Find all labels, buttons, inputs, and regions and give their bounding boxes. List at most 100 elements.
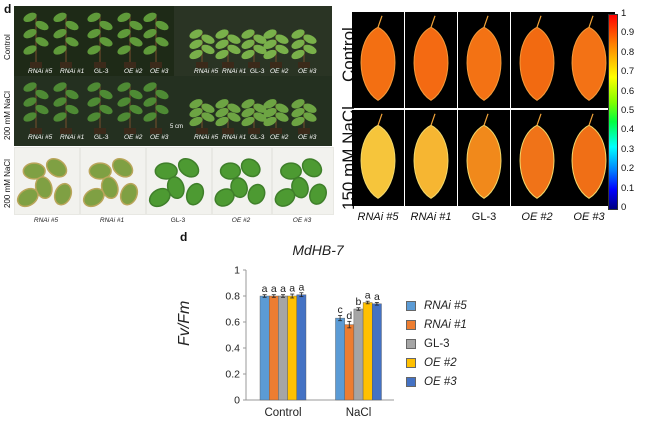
plant-label: OE #2: [124, 134, 143, 141]
closeup-label: OE #2: [231, 217, 251, 224]
bar: [296, 294, 307, 401]
colorbar-tick-label: 1: [621, 8, 627, 19]
closeup-label: RNAi #1: [99, 217, 125, 224]
leaf-column-label: RNAi #5: [357, 211, 399, 223]
error-bar: [271, 294, 276, 298]
significance-letter: d: [346, 310, 352, 322]
bar: [268, 295, 279, 401]
plant-label: OE #2: [270, 134, 289, 141]
colorbar-tick-label: 0.7: [621, 66, 635, 78]
plant-label: GL-3: [94, 68, 109, 75]
leaf-column-label: RNAi #1: [410, 211, 452, 223]
legend-label: OE #3: [424, 375, 457, 388]
colorbar-tick-label: 0.9: [621, 27, 635, 39]
bar: [344, 324, 355, 401]
plant-label: RNAi #5: [28, 134, 53, 141]
y-tick-label: 0: [234, 395, 240, 407]
colorbar-tick-label: 0: [621, 202, 627, 213]
plant-label: OE #3: [150, 68, 169, 75]
bar: [287, 295, 297, 401]
closeup-tile: [14, 147, 80, 215]
closeup-tile: [272, 147, 334, 215]
plant-label: OE #3: [298, 68, 317, 75]
error-bar: [356, 307, 361, 311]
legend-label: OE #2: [424, 356, 457, 369]
colorbar-tick-label: 0.5: [621, 105, 635, 116]
leaf-column-label: OE #3: [573, 211, 605, 223]
significance-letter: a: [289, 283, 295, 295]
plant-label: GL-3: [250, 134, 265, 141]
legend-label: RNAi #1: [424, 318, 467, 331]
leaf-cell: [405, 110, 457, 206]
photo-row-label-nacl: 200 mM NaCl: [3, 91, 12, 140]
y-tick-label: 0.6: [225, 317, 240, 329]
legend-item: RNAi #1: [406, 315, 467, 334]
scale-bar-label: 5 cm: [170, 124, 184, 130]
legend-label: GL-3: [424, 337, 450, 350]
colorbar-tick-label: 0.6: [621, 85, 635, 97]
plant-label: GL-3: [250, 68, 265, 75]
photo-row-label-nacl-closeup: 200 mM NaCl: [3, 159, 12, 208]
colorbar: [608, 14, 618, 210]
x-category-label: NaCl: [346, 407, 372, 419]
leaf-column-label: OE #2: [521, 211, 553, 223]
chart-title: MdHB-7: [292, 242, 344, 258]
leaf-cell: [352, 110, 404, 206]
legend-swatch: [406, 357, 416, 368]
leaf-image: [413, 113, 449, 199]
legend-swatch: [406, 300, 416, 311]
significance-letter: a: [271, 283, 277, 295]
error-bar: [365, 300, 370, 305]
closeup-label: RNAi #5: [33, 217, 59, 224]
bar: [278, 295, 288, 401]
closeup-plant-image: [16, 157, 73, 208]
leaf-image: [571, 113, 607, 199]
photo-row-label-control: Control: [3, 34, 12, 60]
legend-swatch: [406, 319, 416, 330]
plant-label: OE #3: [150, 134, 169, 141]
error-bar: [347, 320, 352, 329]
significance-letter: a: [280, 283, 286, 295]
plant-label: OE #2: [124, 68, 143, 75]
leaf-image: [413, 15, 449, 101]
significance-letter: b: [356, 296, 362, 308]
colorbar-tick-label: 0.4: [621, 124, 635, 136]
colorbar-tick-label: 0.8: [621, 46, 635, 58]
plant-label: RNAi #5: [28, 68, 53, 75]
bar: [335, 317, 345, 401]
leaf-image: [571, 15, 607, 101]
closeup-plant-image: [148, 157, 205, 208]
leaf-column-label: GL-3: [471, 211, 497, 223]
plant-label: GL-3: [94, 134, 109, 141]
closeup-plant-image: [274, 158, 327, 207]
error-bar: [338, 315, 343, 322]
plant-label: RNAi #1: [60, 134, 85, 141]
leaf-cell: [563, 110, 615, 206]
chart-legend: RNAi #5 RNAi #1 GL-3 OE #2 OE #3: [406, 296, 467, 391]
bar: [362, 302, 373, 401]
closeup-label: OE #3: [292, 217, 312, 224]
leaf-cell: [458, 110, 510, 206]
leaf-image: [360, 15, 396, 101]
panel-letter-bottom: d: [180, 230, 188, 244]
closeup-plant-image: [82, 157, 139, 208]
leaf-image: [466, 15, 502, 101]
colorbar-tick-label: 0.2: [621, 163, 635, 175]
legend-swatch: [406, 338, 416, 349]
leaf-image: [360, 113, 396, 199]
plant-label: RNAi #5: [194, 68, 219, 75]
legend-item: GL-3: [406, 334, 467, 353]
bar: [372, 303, 382, 401]
plant-photo-panel: RNAi #5 RNAi #1 GL-3 OE #2 OE #3 RNAi #5…: [14, 6, 332, 146]
legend-item: RNAi #5: [406, 296, 467, 315]
legend-label: RNAi #5: [424, 299, 467, 312]
leaf-cell: [352, 12, 404, 108]
leaf-cell: [405, 12, 457, 108]
leaf-image: [519, 113, 555, 199]
leaf-cell: [511, 110, 563, 206]
error-bar: [299, 292, 304, 298]
significance-letter: a: [262, 283, 268, 295]
closeup-tile: [80, 147, 146, 215]
leaf-cell: [458, 12, 510, 108]
leaf-cell: [563, 12, 615, 108]
